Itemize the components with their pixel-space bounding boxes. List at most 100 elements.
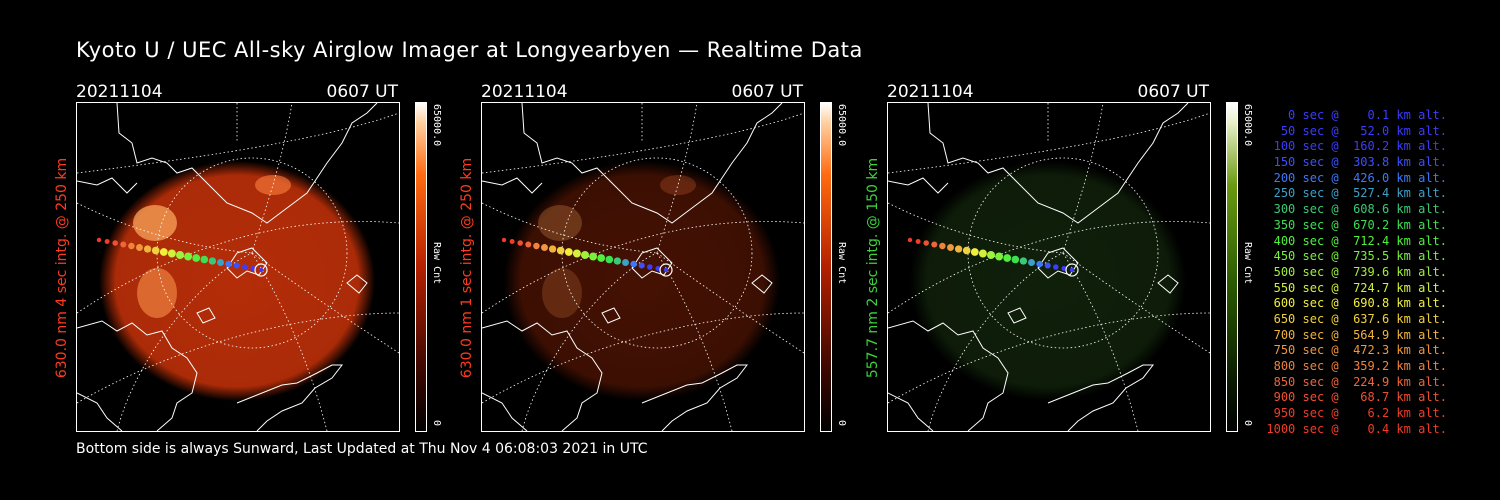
trajectory-point (1011, 255, 1020, 264)
trajectory-point (192, 254, 201, 262)
colorbar-unit: Raw Cnt (431, 242, 442, 285)
trajectory-point (915, 239, 921, 244)
trajectory-point (200, 255, 209, 264)
trajectory-point (638, 262, 645, 269)
trajectory-point (630, 260, 637, 268)
trajectory-point (167, 249, 176, 258)
trajectory-point (1061, 266, 1067, 271)
trajectory-point (501, 237, 507, 243)
imager-panel-1: 20211104 0607 UT 630.0 nm 4 sec intg. @ … (54, 80, 456, 432)
panel-time: 0607 UT (326, 82, 399, 102)
trajectory-point (907, 237, 913, 243)
trajectory-point (655, 266, 661, 271)
trajectory-point (533, 242, 540, 250)
trajectory-point (995, 252, 1004, 261)
trajectory-point (509, 239, 515, 244)
trajectory-point (143, 245, 152, 253)
trajectory-point (581, 251, 589, 259)
trajectory-point (622, 259, 629, 266)
trajectory-point (1069, 267, 1075, 273)
legend-row: 250 sec @ 527.4 km alt. (1266, 186, 1447, 201)
trajectory-point (128, 242, 135, 250)
legend-row: 900 sec @ 68.7 km alt. (1266, 390, 1447, 405)
trajectory-point (233, 262, 240, 269)
imager-panel-3: 20211104 0607 UT 557.7 nm 2 sec intg. @ … (865, 80, 1267, 432)
trajectory-point (541, 244, 548, 251)
legend-row: 50 sec @ 52.0 km alt. (1266, 123, 1447, 138)
panel-date: 20211104 (76, 82, 163, 102)
trajectory-point (525, 241, 532, 248)
allsky-image (76, 102, 400, 432)
trajectory-point (1019, 257, 1028, 265)
trajectory-point (151, 246, 160, 255)
trajectory-point (184, 252, 193, 261)
trajectory-point (613, 257, 622, 265)
trajectory-point (597, 254, 606, 262)
imager-panel-2: 20211104 0607 UT 630.0 nm 1 sec intg. @ … (459, 80, 861, 432)
legend-row: 100 sec @ 160.2 km alt. (1266, 139, 1447, 154)
trajectory-point (250, 266, 256, 271)
trajectory-point (1053, 264, 1059, 270)
allsky-image (887, 102, 1211, 432)
trajectory-point (548, 245, 557, 253)
legend-row: 700 sec @ 564.9 km alt. (1266, 327, 1447, 342)
trajectory-point (258, 267, 264, 273)
trajectory-point (96, 237, 102, 243)
legend-row: 0 sec @ 0.1 km alt. (1266, 108, 1447, 122)
trajectory-point (970, 248, 979, 256)
allsky-image (481, 102, 805, 432)
panel-channel-label: 557.7 nm 2 sec intg. @ 150 km (865, 157, 881, 379)
legend-row: 350 sec @ 670.2 km alt. (1266, 217, 1447, 232)
trajectory-point (120, 241, 127, 248)
footer-note: Bottom side is always Sunward, Last Upda… (76, 441, 648, 457)
trajectory-point (589, 252, 598, 261)
legend-row: 450 sec @ 735.5 km alt. (1266, 249, 1447, 264)
colorbar-min: 0 (836, 420, 847, 427)
trajectory-point (517, 240, 523, 246)
legend-row: 750 sec @ 472.3 km alt. (1266, 343, 1447, 358)
trajectory-point (217, 259, 224, 266)
trajectory-point (176, 251, 184, 259)
colorbar (820, 102, 832, 432)
trajectory-point (1028, 259, 1035, 266)
trajectory-point (663, 267, 669, 273)
colorbar-unit: Raw Cnt (836, 242, 847, 285)
trajectory-point (605, 255, 614, 264)
trajectory-point (112, 240, 118, 246)
trajectory-point (556, 246, 565, 255)
legend-row: 650 sec @ 637.6 km alt. (1266, 311, 1447, 326)
colorbar-min: 0 (1242, 420, 1253, 427)
legend-row: 850 sec @ 224.9 km alt. (1266, 374, 1447, 389)
trajectory-point (242, 264, 248, 270)
trajectory-point (1003, 254, 1012, 262)
panel-channel-label: 630.0 nm 4 sec intg. @ 250 km (54, 157, 70, 379)
trajectory-point (954, 245, 963, 253)
trajectory-point (923, 240, 929, 246)
colorbar-unit: Raw Cnt (1242, 242, 1253, 285)
trajectory-point (647, 264, 653, 270)
trajectory-point (962, 246, 971, 255)
trajectory-point (159, 248, 168, 256)
trajectory-point (572, 249, 581, 258)
colorbar (1226, 102, 1238, 432)
legend-row: 400 sec @ 712.4 km alt. (1266, 233, 1447, 248)
colorbar-max: 65000.0 (836, 104, 847, 147)
trajectory-point (939, 242, 946, 250)
trajectory-point (208, 257, 217, 265)
trajectory-point (225, 260, 232, 268)
trajectory-point (1044, 262, 1051, 269)
trajectory-point (1036, 260, 1043, 268)
trajectory-point (978, 249, 987, 258)
legend-row: 150 sec @ 303.8 km alt. (1266, 155, 1447, 170)
trajectory-point (947, 244, 954, 251)
legend-row: 600 sec @ 690.8 km alt. (1266, 296, 1447, 311)
panel-time: 0607 UT (731, 82, 804, 102)
colorbar-min: 0 (431, 420, 442, 427)
legend-row: 500 sec @ 739.6 km alt. (1266, 264, 1447, 279)
legend-row: 950 sec @ 6.2 km alt. (1266, 406, 1447, 421)
trajectory-point (564, 248, 573, 256)
legend-row: 300 sec @ 608.6 km alt. (1266, 202, 1447, 217)
legend-row: 550 sec @ 724.7 km alt. (1266, 280, 1447, 295)
colorbar-max: 65000.0 (431, 104, 442, 147)
legend-row: 200 sec @ 426.0 km alt. (1266, 170, 1447, 185)
